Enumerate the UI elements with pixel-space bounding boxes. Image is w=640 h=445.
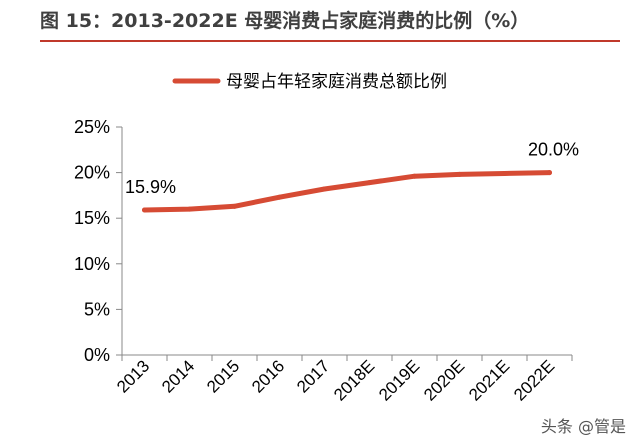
data-point — [232, 203, 237, 209]
data-point — [142, 207, 147, 213]
x-tick-label: 2016 — [248, 356, 288, 396]
data-point — [502, 171, 507, 177]
x-tick-label: 2021E — [465, 356, 513, 404]
x-tick-label: 2014 — [158, 356, 198, 396]
legend-label: 母婴占年轻家庭消费总额比例 — [226, 72, 447, 92]
data-point — [547, 170, 552, 176]
y-tick-label: 5% — [84, 299, 110, 319]
watermark: 头条 @管是 — [540, 417, 626, 436]
title-rule — [40, 40, 620, 42]
series-line — [142, 170, 552, 213]
x-tick-label: 2017 — [293, 356, 333, 396]
data-point — [457, 171, 462, 177]
figure-title: 图 15：2013-2022E 母婴消费占家庭消费的比例（%） — [40, 10, 530, 32]
x-tick-label: 2018E — [330, 356, 378, 404]
x-tick-label: 2015 — [203, 356, 243, 396]
data-point — [187, 206, 192, 212]
data-label: 15.9% — [125, 177, 176, 197]
x-tick-label: 2020E — [420, 356, 468, 404]
data-point — [412, 173, 417, 179]
data-label: 20.0% — [528, 140, 579, 160]
y-tick-label: 25% — [74, 117, 110, 137]
x-tick-label: 2022E — [510, 356, 558, 404]
y-tick-label: 15% — [74, 208, 110, 228]
data-point — [322, 186, 327, 192]
data-point — [367, 180, 372, 186]
x-tick-label: 2019E — [375, 356, 423, 404]
x-tick-label: 2013 — [113, 356, 153, 396]
data-point — [277, 194, 282, 200]
y-tick-label: 20% — [74, 163, 110, 183]
y-tick-label: 10% — [74, 254, 110, 274]
y-tick-label: 0% — [84, 345, 110, 365]
